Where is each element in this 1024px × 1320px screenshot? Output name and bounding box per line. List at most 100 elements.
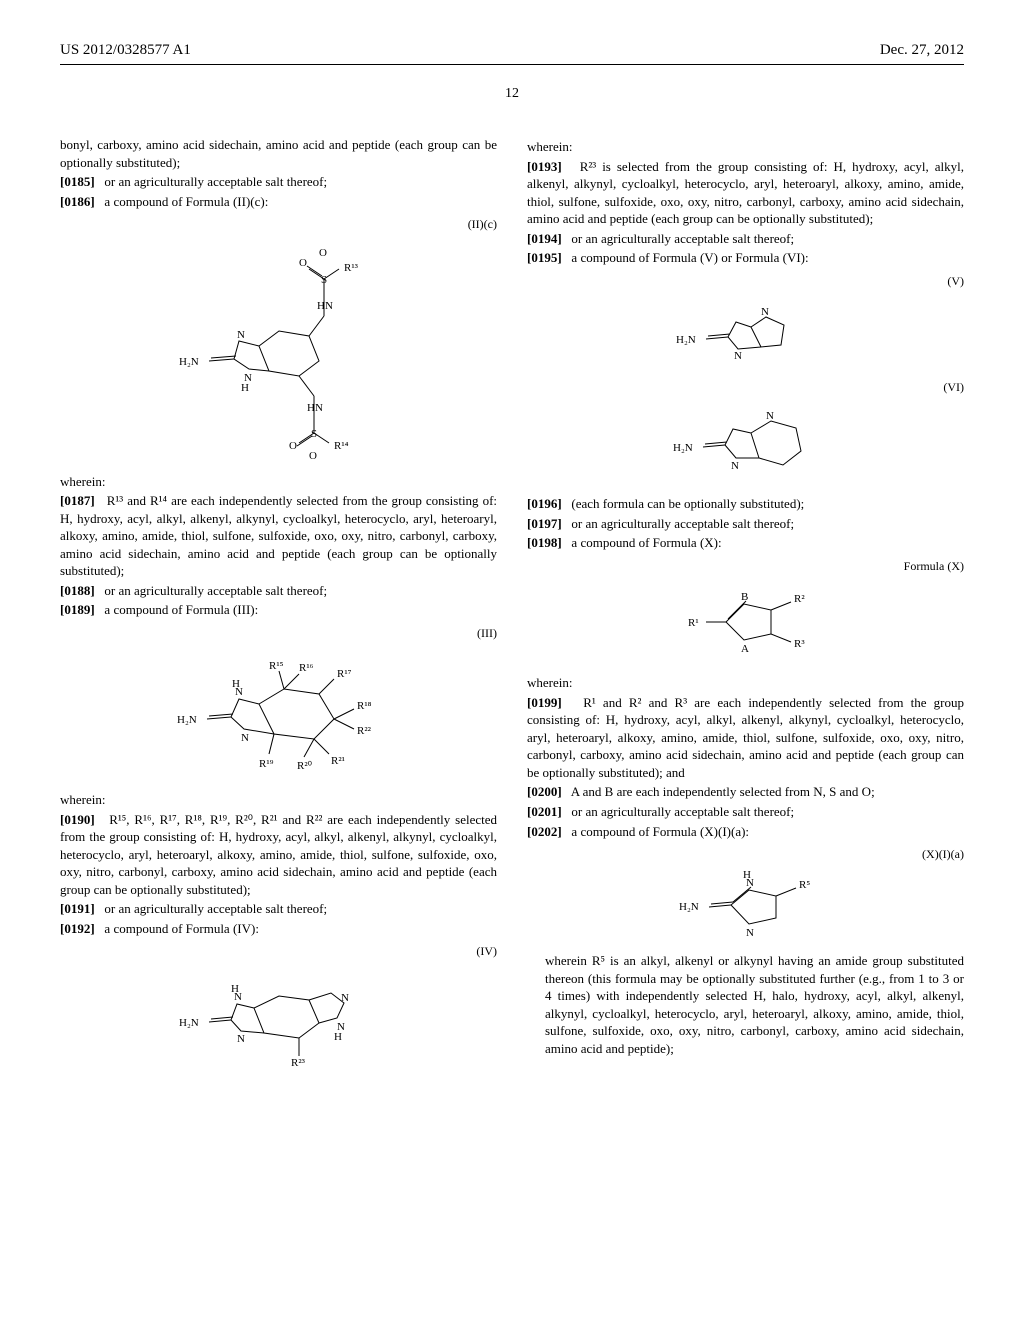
svg-text:R¹⁵: R¹⁵ bbox=[269, 660, 284, 672]
para-num: [0188] bbox=[60, 583, 95, 598]
formula-IV-svg: H₂N N H N N N H R²³ bbox=[159, 968, 399, 1068]
para-num: [0198] bbox=[527, 535, 562, 550]
formula-label-VI: (VI) bbox=[527, 379, 964, 395]
para-text: R¹⁵, R¹⁶, R¹⁷, R¹⁸, R¹⁹, R²⁰, R²¹ and R²… bbox=[60, 812, 497, 897]
intro-tail: bonyl, carboxy, amino acid sidechain, am… bbox=[60, 136, 497, 171]
para-num: [0192] bbox=[60, 921, 95, 936]
formula-IIc: H₂N N N H HN S O O R¹³ HN S O O R¹⁴ bbox=[60, 241, 497, 461]
para-text: (each formula can be optionally substitu… bbox=[571, 496, 804, 511]
formula-III-svg: H₂N N H N R¹⁵ R¹⁶ R¹⁷ R¹⁸ R²² R²¹ R²⁰ R¹… bbox=[149, 649, 409, 779]
para-text: R²³ is selected from the group consistin… bbox=[527, 159, 964, 227]
patent-number: US 2012/0328577 A1 bbox=[60, 40, 191, 60]
page-header: US 2012/0328577 A1 Dec. 27, 2012 bbox=[60, 40, 964, 60]
svg-text:N: N bbox=[761, 306, 769, 318]
formula-label-III: (III) bbox=[60, 625, 497, 641]
svg-text:B: B bbox=[741, 591, 748, 603]
formula-IIc-svg: H₂N N N H HN S O O R¹³ HN S O O R¹⁴ bbox=[149, 241, 409, 461]
svg-text:R¹⁴: R¹⁴ bbox=[334, 440, 349, 452]
left-column: bonyl, carboxy, amino acid sidechain, am… bbox=[60, 134, 497, 1080]
para-num: [0191] bbox=[60, 901, 95, 916]
svg-text:H₂N: H₂N bbox=[177, 714, 197, 726]
formula-VI-svg: H₂N N N bbox=[651, 403, 841, 483]
para-0186: [0186] a compound of Formula (II)(c): bbox=[60, 193, 497, 211]
para-text: or an agriculturally acceptable salt the… bbox=[571, 231, 794, 246]
para-text: or an agriculturally acceptable salt the… bbox=[104, 174, 327, 189]
svg-text:N: N bbox=[237, 1033, 245, 1045]
para-num: [0196] bbox=[527, 496, 562, 511]
para-0196: [0196] (each formula can be optionally s… bbox=[527, 495, 964, 513]
header-rule bbox=[60, 64, 964, 65]
svg-text:R¹⁸: R¹⁸ bbox=[357, 700, 372, 712]
formula-IV: H₂N N H N N N H R²³ bbox=[60, 968, 497, 1068]
two-column-layout: bonyl, carboxy, amino acid sidechain, am… bbox=[60, 134, 964, 1080]
wherein-r2: wherein: bbox=[527, 674, 964, 692]
svg-text:H₂N: H₂N bbox=[679, 901, 699, 913]
para-text: a compound of Formula (III): bbox=[104, 602, 258, 617]
para-text: A and B are each independently selected … bbox=[571, 784, 875, 799]
para-0187: [0187] R¹³ and R¹⁴ are each independentl… bbox=[60, 492, 497, 580]
formula-X-svg: R¹ B A R² R³ bbox=[656, 582, 836, 662]
formula-VI: H₂N N N bbox=[527, 403, 964, 483]
tail-para: wherein R⁵ is an alkyl, alkenyl or alkyn… bbox=[545, 952, 964, 1057]
svg-text:R²: R² bbox=[794, 593, 805, 605]
svg-text:H₂N: H₂N bbox=[676, 334, 696, 346]
page-number: 12 bbox=[60, 85, 964, 104]
formula-label-IV: (IV) bbox=[60, 943, 497, 959]
svg-text:O: O bbox=[319, 247, 327, 259]
para-0188: [0188] or an agriculturally acceptable s… bbox=[60, 582, 497, 600]
svg-text:R¹⁹: R¹⁹ bbox=[259, 758, 274, 770]
svg-text:H: H bbox=[232, 678, 240, 690]
svg-text:O: O bbox=[299, 257, 307, 269]
para-num: [0193] bbox=[527, 159, 562, 174]
para-text: or an agriculturally acceptable salt the… bbox=[104, 583, 327, 598]
para-num: [0189] bbox=[60, 602, 95, 617]
para-0202: [0202] a compound of Formula (X)(I)(a): bbox=[527, 823, 964, 841]
para-num: [0195] bbox=[527, 250, 562, 265]
wherein-1: wherein: bbox=[60, 473, 497, 491]
para-text: or an agriculturally acceptable salt the… bbox=[571, 804, 794, 819]
para-0197: [0197] or an agriculturally acceptable s… bbox=[527, 515, 964, 533]
para-0189: [0189] a compound of Formula (III): bbox=[60, 601, 497, 619]
para-0185: [0185] or an agriculturally acceptable s… bbox=[60, 173, 497, 191]
para-0191: [0191] or an agriculturally acceptable s… bbox=[60, 900, 497, 918]
svg-text:N: N bbox=[731, 460, 739, 472]
wherein-2: wherein: bbox=[60, 791, 497, 809]
para-0199: [0199] R¹ and R² and R³ are each indepen… bbox=[527, 694, 964, 782]
svg-text:H: H bbox=[241, 382, 249, 394]
para-num: [0200] bbox=[527, 784, 562, 799]
svg-text:H₂N: H₂N bbox=[179, 1017, 199, 1029]
para-text: R¹³ and R¹⁴ are each independently selec… bbox=[60, 493, 497, 578]
svg-text:N: N bbox=[241, 732, 249, 744]
patent-date: Dec. 27, 2012 bbox=[880, 40, 964, 60]
para-0200: [0200] A and B are each independently se… bbox=[527, 783, 964, 801]
svg-text:R²³: R²³ bbox=[291, 1057, 306, 1068]
para-text: R¹ and R² and R³ are each independently … bbox=[527, 695, 964, 780]
svg-text:O: O bbox=[289, 440, 297, 452]
right-column: wherein: [0193] R²³ is selected from the… bbox=[527, 134, 964, 1080]
formula-label-X: Formula (X) bbox=[527, 558, 964, 574]
svg-text:R¹: R¹ bbox=[688, 617, 699, 629]
para-num: [0187] bbox=[60, 493, 95, 508]
formula-label-IIc: (II)(c) bbox=[60, 216, 497, 232]
formula-label-XIa: (X)(I)(a) bbox=[527, 846, 964, 862]
formula-V-svg: H₂N N N bbox=[656, 297, 836, 367]
svg-text:S: S bbox=[321, 274, 327, 286]
para-text: a compound of Formula (V) or Formula (VI… bbox=[571, 250, 808, 265]
svg-text:HN: HN bbox=[317, 300, 333, 312]
svg-text:R²⁰: R²⁰ bbox=[297, 760, 313, 772]
svg-text:H₂N: H₂N bbox=[179, 356, 199, 368]
para-text: or an agriculturally acceptable salt the… bbox=[571, 516, 794, 531]
para-num: [0186] bbox=[60, 194, 95, 209]
svg-text:O: O bbox=[309, 450, 317, 461]
para-0201: [0201] or an agriculturally acceptable s… bbox=[527, 803, 964, 821]
svg-text:R¹⁶: R¹⁶ bbox=[299, 662, 314, 674]
formula-XIa-svg: H₂N N H N R⁵ bbox=[651, 870, 841, 940]
para-text: or an agriculturally acceptable salt the… bbox=[104, 901, 327, 916]
svg-text:N: N bbox=[766, 410, 774, 422]
svg-text:N: N bbox=[237, 329, 245, 341]
para-num: [0197] bbox=[527, 516, 562, 531]
para-num: [0201] bbox=[527, 804, 562, 819]
para-num: [0199] bbox=[527, 695, 562, 710]
svg-text:S: S bbox=[311, 428, 317, 440]
para-0193: [0193] R²³ is selected from the group co… bbox=[527, 158, 964, 228]
